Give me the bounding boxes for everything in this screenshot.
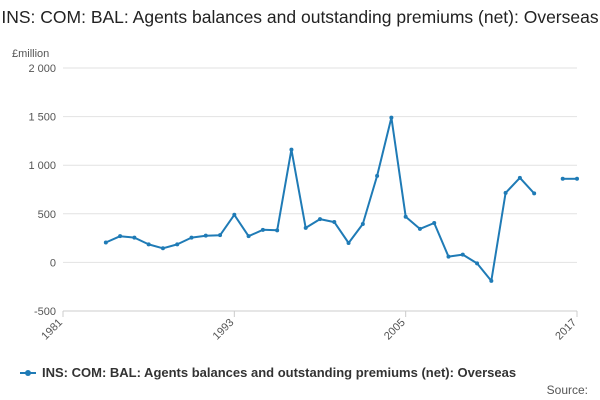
- data-point: [460, 252, 465, 257]
- data-point: [517, 175, 522, 180]
- data-point: [532, 191, 537, 196]
- data-point: [303, 225, 308, 230]
- data-point: [560, 176, 565, 181]
- data-point: [318, 217, 322, 222]
- x-tick-label: 1981: [39, 317, 65, 343]
- y-tick-label: 2 000: [28, 63, 56, 75]
- data-point: [218, 233, 223, 238]
- data-point: [575, 176, 579, 181]
- x-axis-ticks: 1981 1993 2005 2017: [39, 311, 579, 342]
- data-point: [246, 234, 251, 239]
- data-point: [175, 242, 180, 247]
- data-point: [446, 254, 451, 259]
- data-point: [332, 220, 337, 225]
- data-point: [146, 242, 151, 247]
- data-point: [375, 173, 380, 178]
- data-point: [503, 190, 508, 195]
- gridlines: [63, 67, 577, 312]
- data-point: [275, 228, 280, 233]
- legend-label: INS: COM: BAL: Agents balances and outst…: [42, 365, 517, 380]
- data-point: [389, 115, 394, 120]
- data-point: [118, 234, 123, 239]
- data-point: [432, 221, 437, 226]
- y-tick-label: 0: [50, 257, 56, 269]
- data-point: [203, 233, 208, 238]
- y-axis-unit-label: £million: [12, 48, 49, 60]
- y-tick-label: -500: [34, 306, 56, 318]
- y-tick-label: 1 500: [28, 112, 56, 124]
- y-tick-label: 1 000: [28, 160, 56, 172]
- y-tick-label: 500: [38, 209, 56, 221]
- x-tick-label: 1993: [211, 317, 237, 343]
- data-point: [360, 222, 365, 227]
- data-point: [346, 240, 351, 245]
- data-point: [189, 235, 194, 240]
- chart-title: INS: COM: BAL: Agents balances and outst…: [1, 7, 599, 27]
- data-point: [417, 226, 422, 231]
- legend-symbol-icon: [20, 368, 36, 378]
- series: [103, 115, 579, 283]
- data-point: [132, 235, 137, 240]
- data-point: [160, 246, 165, 251]
- data-point: [403, 214, 408, 219]
- data-point: [489, 278, 494, 283]
- x-tick-label: 2017: [553, 317, 579, 343]
- data-point: [289, 147, 294, 152]
- data-point: [232, 212, 237, 217]
- data-point: [475, 261, 480, 266]
- data-point: [103, 240, 108, 245]
- series-line: [105, 116, 535, 282]
- legend[interactable]: INS: COM: BAL: Agents balances and outst…: [20, 365, 516, 380]
- x-tick-label: 2005: [382, 317, 408, 343]
- data-point: [260, 227, 265, 232]
- y-axis-ticks: -500 0 500 1 000 1 500 2 000: [28, 63, 56, 318]
- source-label: Source:: [546, 383, 588, 397]
